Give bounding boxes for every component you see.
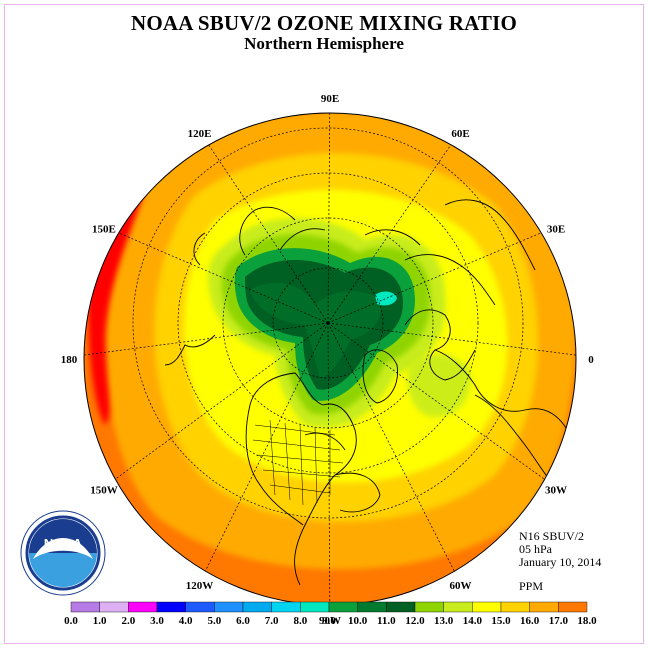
longitude-label: 150E (92, 224, 116, 236)
longitude-label: 90W (319, 615, 341, 627)
longitude-label: 90E (321, 93, 339, 105)
colorbar-swatch (472, 601, 502, 613)
colorbar: 0.0 1.0 2.0 3.0 4.0 5.0 6.0 7.0 8.0 9.0 10.0 11.0 12… (64, 601, 597, 627)
colorbar-swatch (156, 601, 186, 613)
colorbar-swatch (185, 601, 215, 613)
pressure-label: 05 hPa (519, 542, 552, 556)
coastlines (164, 199, 571, 586)
latitude-ring (177, 172, 479, 474)
meridian-line (327, 322, 469, 599)
longitude-label: 120W (186, 580, 214, 592)
colorbar-tick-label: 2.0 (121, 615, 135, 627)
longitude-label: 30W (545, 485, 567, 497)
colorbar-tick-label: 5.0 (207, 615, 221, 627)
longitude-label: 60W (450, 580, 472, 592)
colorbar-tick-label: 10.0 (348, 615, 368, 627)
meridian-line (327, 119, 469, 324)
units-label: PPM (519, 579, 544, 593)
longitude-label: 150W (90, 485, 118, 497)
longitude-label: 120E (188, 128, 212, 140)
meridian-line (327, 113, 331, 324)
colorbar-tick-label: 13.0 (434, 615, 454, 627)
colorbar-swatch (271, 601, 301, 613)
colorbar-swatch (242, 601, 272, 613)
longitude-labels: 90E 60E 30E 0 30W 60W 90W 120W 150W 180 150E 120E (61, 93, 595, 627)
page-subtitle: Northern Hemisphere (244, 34, 404, 53)
colorbar-tick-label: 17.0 (549, 615, 569, 627)
colorbar-tick-label: 12.0 (405, 615, 425, 627)
page-title: NOAA SBUV/2 OZONE MIXING RATIO (131, 11, 517, 35)
colorbar-swatch (99, 601, 129, 613)
latitude-ring (222, 217, 434, 429)
longitude-label: 60E (451, 128, 469, 140)
colorbar-tick-label: 0.0 (64, 615, 78, 627)
colorbar-swatch (500, 601, 530, 613)
colorbar-swatch (328, 601, 358, 613)
colorbar-swatch (443, 601, 473, 613)
colorbar-tick-label: 18.0 (577, 615, 597, 627)
instrument-label: N16 SBUV/2 (519, 529, 585, 543)
colorbar-tick-label: 9.0 (322, 615, 336, 627)
colorbar-swatch (529, 601, 559, 613)
colorbar-tick-label: 16.0 (520, 615, 540, 627)
longitude-label: 180 (61, 354, 78, 366)
colorbar-tick-label: 14.0 (463, 615, 483, 627)
colorbar-swatch (214, 601, 244, 613)
latitude-ring (132, 127, 524, 519)
us-states-grid (252, 419, 344, 506)
colorbar-swatch (357, 601, 387, 613)
meridian-line (90, 322, 329, 498)
colorbar-tick-label: 11.0 (377, 615, 396, 627)
colorbar-tick-label: 15.0 (491, 615, 511, 627)
meridian-line (327, 322, 576, 360)
colorbar-tick-label: 4.0 (179, 615, 193, 627)
meridian-line (327, 322, 331, 605)
colorbar-swatch (558, 601, 588, 613)
graticule (84, 113, 576, 605)
colorbar-swatch (300, 601, 330, 613)
date-label: January 10, 2014 (519, 555, 602, 569)
noaa-logo: NOAA (20, 510, 106, 596)
colorbar-tick-label: 6.0 (236, 615, 250, 627)
colorbar-swatch (414, 601, 444, 613)
noaa-logo-text: NOAA (44, 536, 83, 551)
colorbar-tick-label: 8.0 (293, 615, 307, 627)
meridian-line (191, 322, 329, 599)
colorbar-swatch (128, 601, 158, 613)
polar-ozone-map: 90E 60E 30E 0 30W 60W 90W 120W 150W 180 150E 120E 0… (20, 93, 597, 627)
meridian-line (90, 220, 329, 324)
colorbar-tick-label: 7.0 (265, 615, 279, 627)
longitude-label: 0 (588, 354, 594, 366)
meridian-line (191, 119, 329, 324)
latitude-ring (272, 267, 384, 379)
colorbar-swatch (386, 601, 416, 613)
colorbar-tick-label: 1.0 (93, 615, 107, 627)
colorbar-swatch (70, 601, 100, 613)
colorbar-tick-label: 3.0 (150, 615, 164, 627)
longitude-label: 30E (547, 224, 565, 236)
figure-frame: NOAA SBUV/2 OZONE MIXING RATIO Northern … (4, 4, 644, 644)
